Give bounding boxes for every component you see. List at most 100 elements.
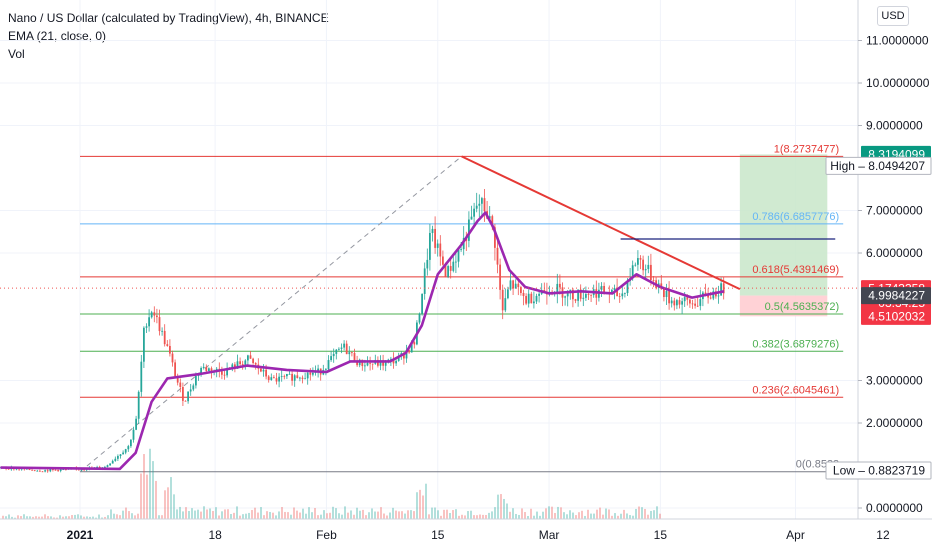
candle-body	[192, 385, 195, 390]
volume-bar	[479, 514, 481, 519]
volume-bar	[488, 512, 490, 519]
candle-body	[704, 292, 707, 294]
candle-body	[673, 300, 676, 306]
candle-body	[403, 353, 405, 359]
volume-bar	[134, 515, 136, 519]
volume-bar	[584, 515, 586, 519]
candle-body	[345, 343, 348, 355]
candle-body	[338, 348, 340, 350]
volume-bar	[155, 480, 157, 519]
volume-bar	[17, 515, 19, 519]
volume-bar	[521, 508, 523, 519]
volume-bar	[443, 509, 445, 519]
volume-bar	[131, 513, 133, 519]
candle-body	[46, 470, 49, 472]
volume-bar	[227, 509, 229, 519]
volume-bar	[470, 510, 472, 519]
candle-body	[405, 350, 408, 359]
price-tag-label: Low – 0.8823719	[833, 463, 925, 477]
candle-body	[309, 372, 312, 375]
candle-body	[163, 330, 166, 345]
volume-bar	[473, 515, 475, 519]
volume-bar	[542, 511, 544, 519]
volume-bar	[281, 506, 283, 519]
candle-body	[122, 452, 124, 455]
candle-body	[488, 216, 491, 219]
candle-body	[184, 400, 187, 402]
volume-bar	[77, 514, 79, 519]
candle-body	[158, 317, 161, 332]
volume-bar	[527, 515, 529, 519]
time-axis-tick-label: Mar	[539, 528, 560, 542]
candle-body	[709, 297, 712, 299]
volume-bar	[185, 507, 187, 519]
volume-bar	[446, 509, 448, 519]
candle-body	[676, 300, 678, 306]
candle-body	[618, 296, 621, 298]
candle-body	[527, 293, 530, 304]
candle-body	[369, 362, 371, 364]
candle-body	[522, 292, 525, 297]
volume-bar	[326, 513, 328, 519]
volume-bar	[191, 508, 193, 519]
candle-body	[390, 358, 392, 360]
volume-bar	[296, 510, 298, 519]
volume-bar	[365, 515, 367, 519]
candle-body	[689, 299, 691, 304]
candle-body	[41, 471, 44, 473]
chart-legend: Nano / US Dollar (calculated by TradingV…	[8, 9, 329, 63]
volume-bar	[338, 513, 340, 519]
candle-body	[447, 266, 449, 277]
candle-body	[631, 265, 634, 279]
volume-bar	[221, 511, 223, 519]
volume-bar	[608, 509, 610, 519]
candle-body	[283, 375, 286, 377]
volume-bar	[656, 506, 658, 519]
candle-body	[517, 283, 520, 288]
candle-body	[179, 382, 182, 388]
candle-body	[327, 360, 330, 370]
volume-bar	[626, 513, 628, 519]
candle-body	[377, 359, 379, 366]
volume-bar	[413, 511, 415, 519]
candle-body	[140, 361, 143, 392]
candle-body	[460, 249, 462, 250]
candle-body	[621, 293, 624, 297]
volume-bar	[107, 515, 109, 519]
candle-body	[457, 249, 460, 262]
candle-body	[205, 366, 208, 371]
volume-bar	[218, 515, 220, 519]
candle-body	[332, 353, 335, 357]
candle-body	[260, 368, 262, 372]
volume-bar	[422, 495, 424, 519]
candle-body	[301, 377, 304, 379]
volume-bar	[392, 507, 394, 519]
currency-button[interactable]: USD	[877, 6, 909, 26]
candle-body	[538, 293, 540, 296]
volume-bar	[575, 515, 577, 519]
candle-body	[696, 305, 699, 307]
candle-body	[569, 289, 572, 292]
candle-body	[166, 344, 169, 346]
time-axis-background	[0, 519, 932, 550]
candle-body	[501, 289, 504, 311]
candle-body	[299, 377, 301, 379]
candle-body	[119, 454, 122, 457]
candle-body	[634, 264, 637, 266]
candle-body	[382, 360, 384, 366]
candle-body	[161, 330, 163, 332]
volume-bar	[245, 513, 247, 519]
position-profit-zone	[739, 154, 828, 296]
fib-level-label: 0.382(3.6879276)	[752, 338, 839, 350]
candle-body	[236, 361, 239, 369]
volume-bar	[449, 513, 451, 519]
candle-body	[343, 343, 345, 348]
volume-bar	[20, 516, 22, 519]
volume-bar	[29, 516, 31, 519]
volume-bar	[305, 513, 307, 519]
volume-bar	[26, 516, 28, 519]
volume-bar	[257, 512, 259, 519]
price-axis-tick-label: 10.0000000	[866, 76, 930, 90]
